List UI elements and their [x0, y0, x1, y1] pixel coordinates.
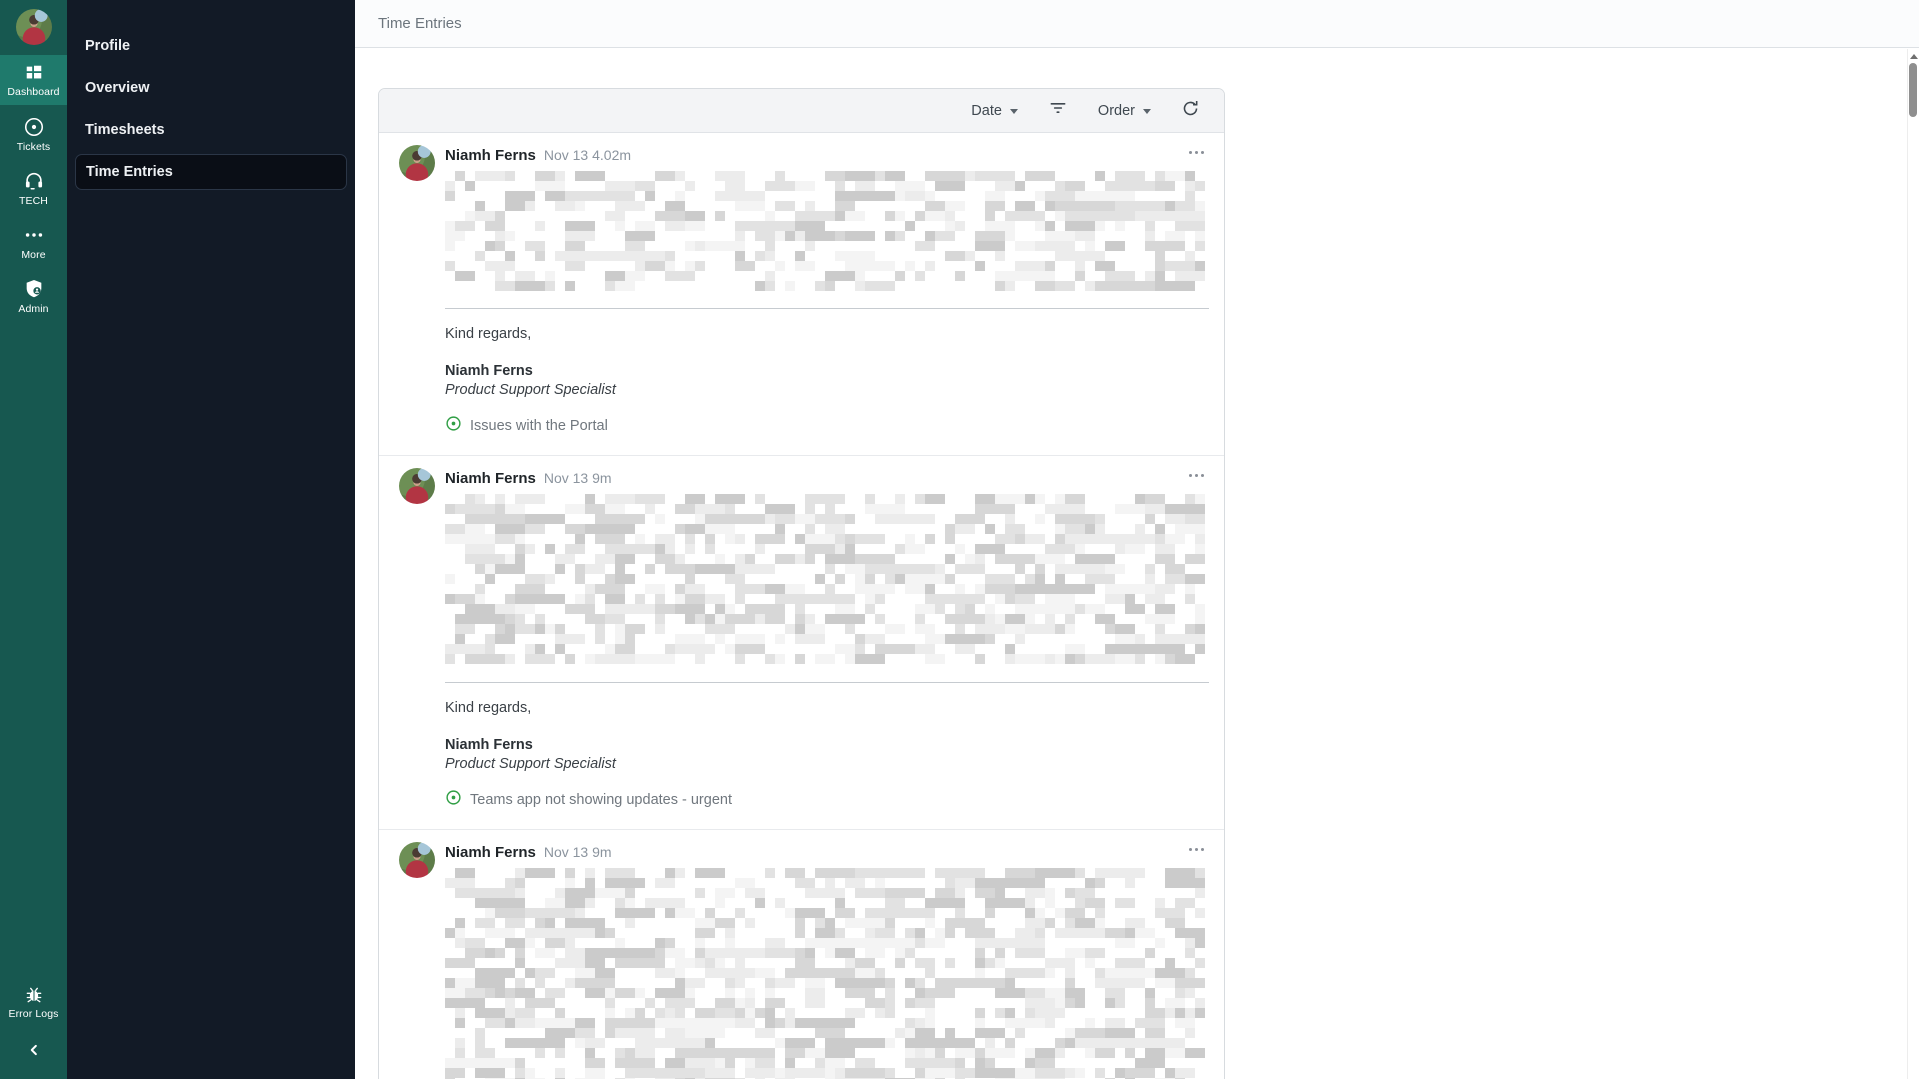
ticket-title: Issues with the Portal	[470, 418, 608, 434]
chevron-left-icon	[25, 1041, 43, 1059]
redacted-content	[445, 494, 1209, 672]
signature-divider	[445, 682, 1209, 683]
redacted-content	[445, 868, 1209, 1079]
entry-menu-button[interactable]	[1185, 470, 1208, 481]
time-entry: Niamh Ferns Nov 13 9m	[379, 829, 1224, 1079]
entry-author: Niamh Ferns	[445, 470, 536, 487]
main-area: Time Entries Date Order	[355, 0, 1919, 1079]
signature-name: Niamh Ferns	[445, 737, 533, 753]
sidebar-item-label: Profile	[85, 38, 131, 54]
rail-spacer	[0, 325, 67, 977]
scrollbar-thumb[interactable]	[1909, 63, 1917, 117]
entry-author: Niamh Ferns	[445, 844, 536, 861]
sidebar-item-label: Overview	[85, 80, 150, 96]
entry-closing: Kind regards,	[445, 326, 532, 342]
signature-divider	[445, 308, 1209, 309]
collapse-sidebar-button[interactable]	[0, 1031, 67, 1069]
content-area: Date Order	[355, 48, 1919, 1079]
signature-role: Product Support Specialist	[445, 756, 616, 772]
page-header: Time Entries	[355, 0, 1919, 48]
entries-toolbar: Date Order	[379, 89, 1224, 133]
signature-role: Product Support Specialist	[445, 382, 616, 398]
entry-timestamp: Nov 13 4.02m	[543, 147, 632, 163]
rail-item-label: Error Logs	[8, 1007, 59, 1020]
chevron-down-icon	[1143, 109, 1151, 114]
time-entries-card: Date Order	[378, 88, 1225, 1079]
rail-item-admin[interactable]: Admin	[0, 271, 67, 321]
refresh-button[interactable]	[1181, 99, 1200, 123]
sidebar-item-overview[interactable]: Overview	[75, 70, 347, 106]
entry-menu-button[interactable]	[1185, 147, 1208, 158]
ticket-link[interactable]: Teams app not showing updates - urgent	[445, 789, 1209, 811]
ticket-link[interactable]: Issues with the Portal	[445, 415, 1209, 437]
entry-closing: Kind regards,	[445, 700, 532, 716]
rail-item-tickets[interactable]: Tickets	[0, 109, 67, 159]
avatar	[399, 468, 435, 504]
entry-author: Niamh Ferns	[445, 147, 536, 164]
signature-name: Niamh Ferns	[445, 363, 533, 379]
order-dropdown-label: Order	[1097, 102, 1135, 119]
order-dropdown[interactable]: Order	[1098, 103, 1151, 119]
time-entry: Niamh Ferns Nov 13 9m Kind regards, Niam…	[379, 455, 1224, 829]
sidebar-item-timesheets[interactable]: Timesheets	[75, 112, 347, 148]
rail-item-label: Dashboard	[7, 85, 60, 98]
rail-item-label: Tickets	[16, 140, 51, 153]
icon-rail: Dashboard Tickets TECH	[0, 0, 67, 1079]
scroll-up-arrow-icon[interactable]	[1909, 54, 1918, 59]
rail-item-label: Admin	[18, 302, 49, 315]
sidebar-item-label: Time Entries	[86, 164, 173, 180]
entry-menu-button[interactable]	[1185, 844, 1208, 855]
filter-icon	[1048, 98, 1068, 123]
rail-item-label: More	[21, 248, 46, 261]
ellipsis-icon	[23, 224, 45, 246]
rail-item-error-logs[interactable]: Error Logs	[0, 977, 67, 1027]
ticket-title: Teams app not showing updates - urgent	[470, 792, 732, 808]
rail-item-dashboard[interactable]: Dashboard	[0, 55, 67, 105]
sidebar-item-label: Timesheets	[85, 122, 165, 138]
rail-item-more[interactable]: More	[0, 217, 67, 267]
sidebar-item-profile[interactable]: Profile	[75, 28, 347, 64]
rail-item-label: TECH	[19, 194, 48, 207]
dashboard-sidebar: Profile Overview Timesheets Time Entries	[67, 0, 355, 1079]
avatar	[15, 9, 52, 45]
headset-icon	[23, 170, 45, 192]
redacted-content	[445, 171, 1209, 298]
date-dropdown[interactable]: Date	[971, 103, 1018, 119]
filter-button[interactable]	[1048, 98, 1068, 123]
entry-timestamp: Nov 13 9m	[543, 470, 612, 486]
entry-timestamp: Nov 13 9m	[543, 844, 612, 860]
chevron-down-icon	[1009, 109, 1018, 114]
page-title: Time Entries	[378, 15, 462, 32]
avatar	[399, 842, 435, 878]
record-circle-icon	[23, 116, 45, 138]
user-avatar-button[interactable]	[0, 0, 67, 55]
bug-icon	[24, 985, 44, 1005]
rail-item-tech[interactable]: TECH	[0, 163, 67, 213]
avatar	[399, 145, 435, 181]
date-dropdown-label: Date	[971, 102, 1002, 119]
shield-user-icon	[23, 278, 45, 300]
vertical-scrollbar[interactable]	[1907, 49, 1919, 1079]
grid-icon	[24, 63, 44, 83]
refresh-icon	[1181, 99, 1200, 123]
sidebar-item-time-entries[interactable]: Time Entries	[75, 154, 347, 190]
ticket-status-icon	[445, 789, 462, 811]
ticket-status-icon	[445, 415, 462, 437]
time-entry: Niamh Ferns Nov 13 4.02m Kind regards, N…	[379, 133, 1224, 455]
